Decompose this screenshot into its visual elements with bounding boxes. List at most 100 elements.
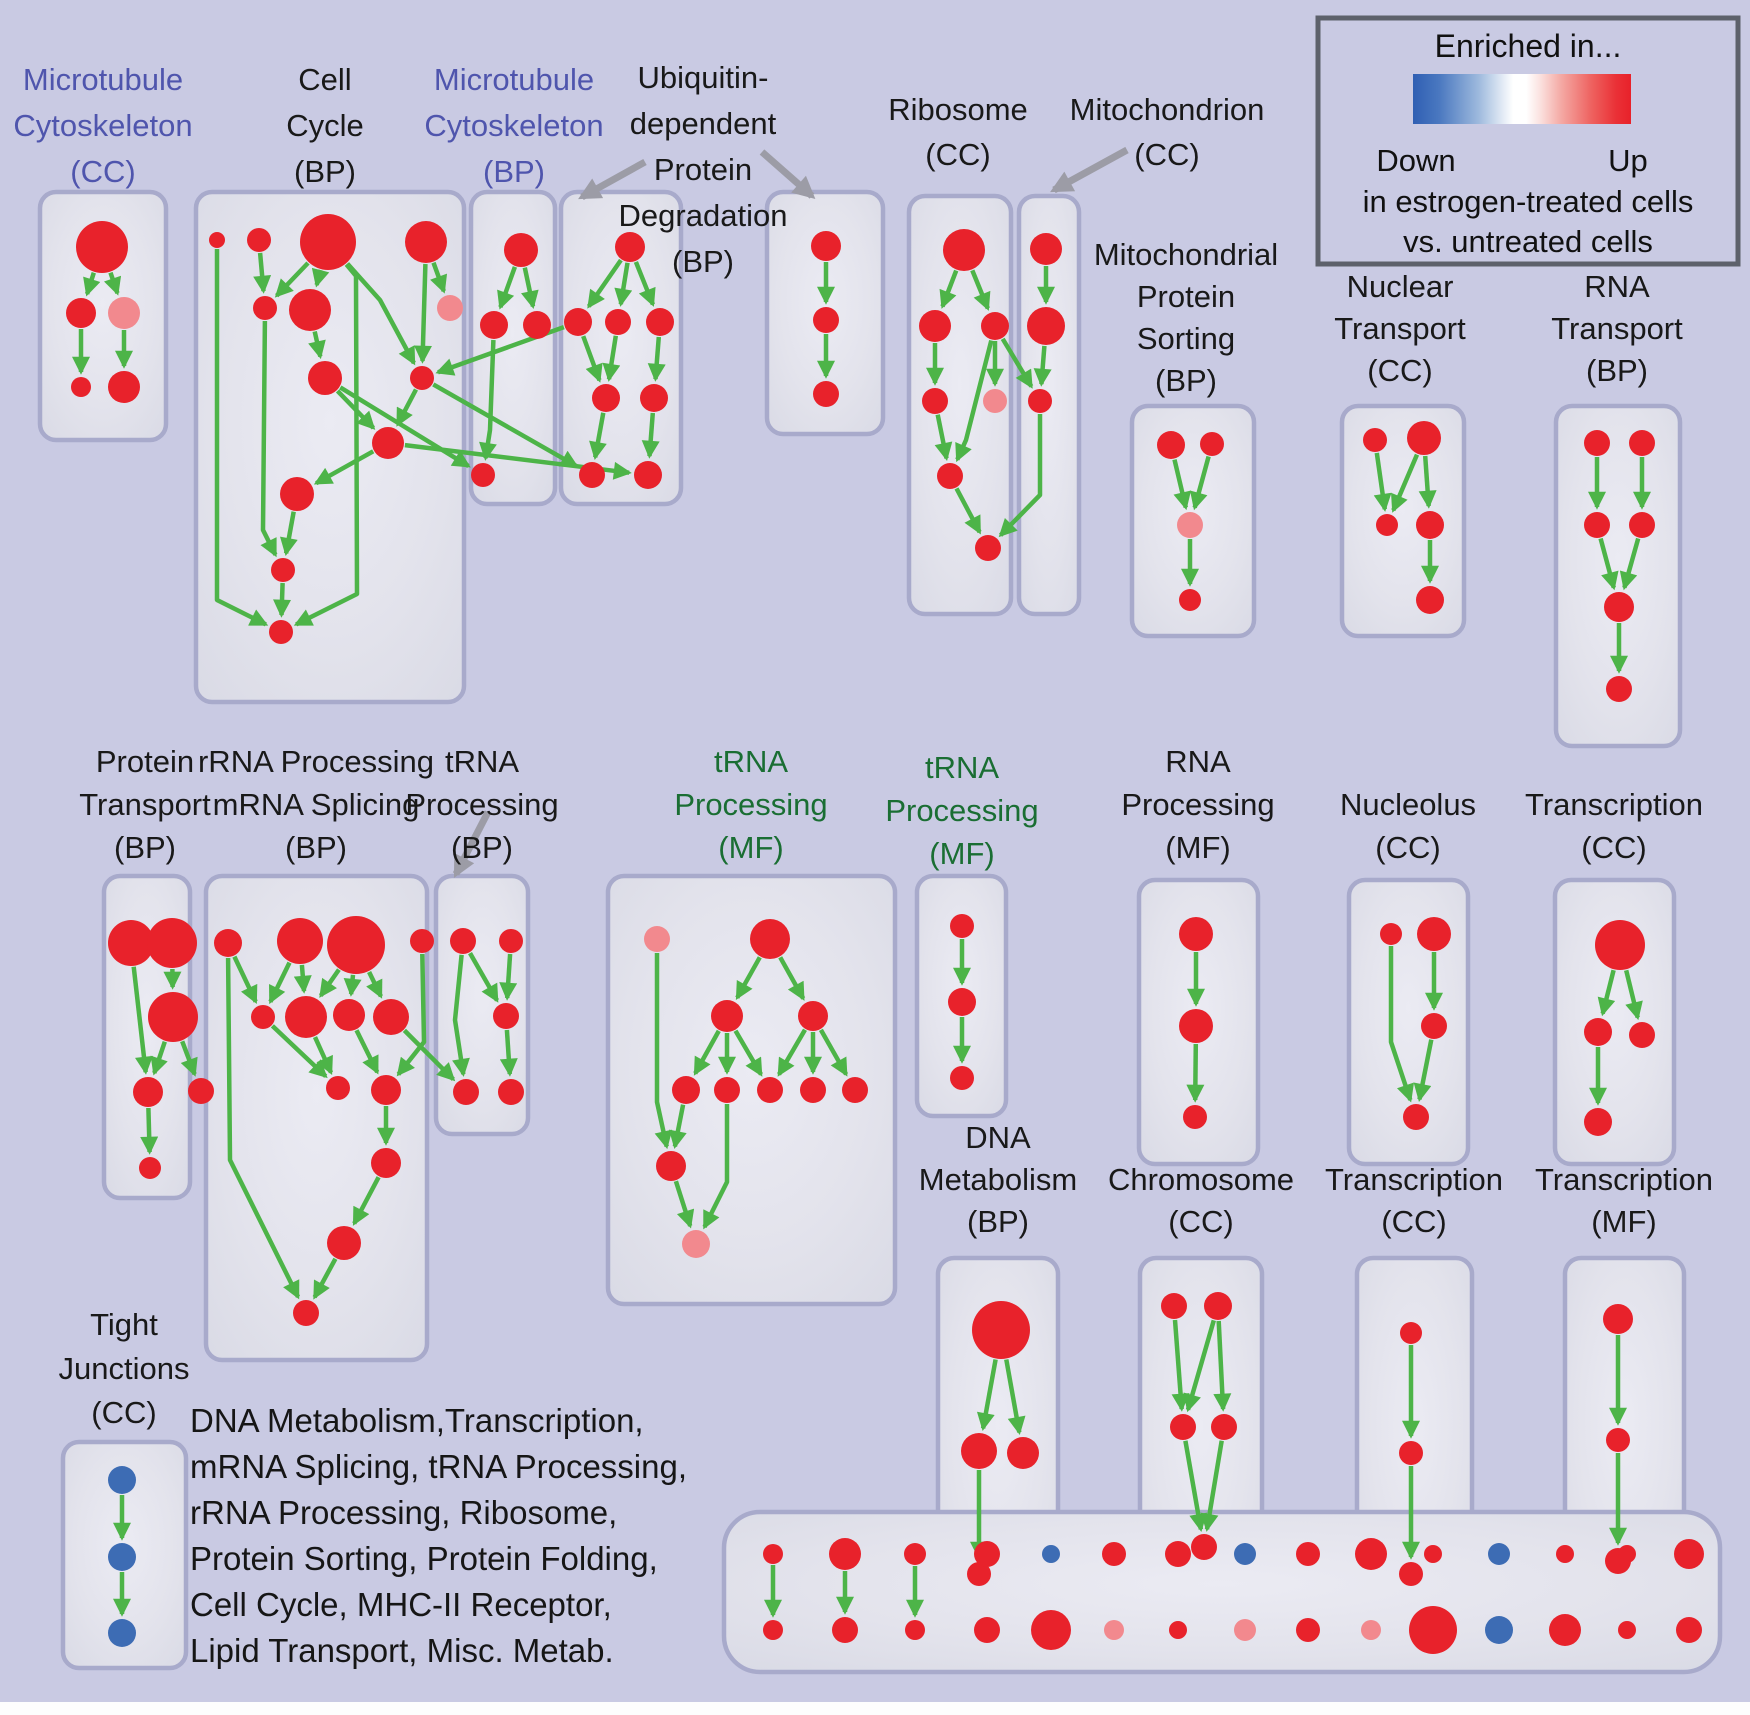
gene-node-ub5 (1031, 1610, 1071, 1650)
label-microtubule-cytoskeleton-cc: Microtubule Cytoskeleton (CC) (13, 62, 192, 189)
gene-node-d2 (961, 1433, 997, 1469)
gene-node-g3 (950, 1066, 974, 1090)
gene-nodes (66, 214, 1704, 1654)
gene-node-ut15 (1674, 1539, 1704, 1569)
gene-node-ut7 (1165, 1541, 1191, 1567)
label-rrna-processing-mrna-splicing-bp: rRNA Processing mRNA Splicing (BP) (198, 744, 434, 865)
edge-arrow-f10-f11 (673, 1180, 695, 1229)
gene-node-c6 (289, 289, 331, 331)
edge-arrow-rr2-rr5 (268, 961, 292, 1005)
gene-node-r5 (983, 389, 1007, 413)
annotation-arrow-1 (578, 158, 647, 201)
gene-node-tp5 (498, 1079, 524, 1105)
gene-node-d4 (967, 1562, 991, 1586)
gene-node-z1 (1603, 1304, 1633, 1334)
edge-arrow-m2-m3 (1033, 345, 1052, 387)
gene-node-ub11 (1409, 1606, 1457, 1654)
edge-arrow-f3-f7 (733, 1029, 763, 1077)
gene-node-rr6 (285, 996, 327, 1038)
gene-node-u5 (592, 384, 620, 412)
gene-node-mb1 (504, 233, 538, 267)
gene-node-f9 (842, 1077, 868, 1103)
annotation-arrow-2 (759, 149, 816, 199)
gene-node-c10 (372, 427, 404, 459)
edge-arrow-t3-t5 (1598, 537, 1619, 591)
gene-node-c8 (308, 361, 342, 395)
gene-node-q4 (1416, 511, 1444, 539)
gene-node-h3 (1183, 1105, 1207, 1129)
edge-arrow-e1-e3 (1171, 1319, 1190, 1412)
gene-node-c1 (209, 232, 225, 248)
legend-up-label: Up (1608, 143, 1648, 178)
gene-node-tp1 (450, 928, 476, 954)
edge-arrow-rr1-rr5 (232, 955, 258, 1005)
edge-arrow-u1-u3 (614, 262, 633, 307)
gene-node-c5 (253, 296, 277, 320)
gene-node-pt5 (139, 1157, 161, 1179)
gene-node-mb2 (480, 311, 508, 339)
gene-node-r6 (937, 463, 963, 489)
edge-arrow-d1-d3 (1004, 1359, 1026, 1435)
edge-arrow-tp1-tp4 (452, 954, 470, 1077)
edge-arrow-mb1-mb3 (521, 267, 539, 310)
gene-node-f6 (714, 1077, 740, 1103)
edge-arrow-a1-a3 (103, 271, 122, 296)
gene-node-f2 (750, 919, 790, 959)
gene-node-rr10 (371, 1075, 401, 1105)
edge-arrow-c12-c13 (273, 582, 292, 618)
edge-arrow-q2-q4 (1418, 455, 1437, 509)
gene-node-rr9 (326, 1076, 350, 1100)
gene-node-s4 (1584, 1108, 1612, 1136)
edge-arrow-c2-c5 (253, 252, 272, 294)
edge-arrow-rr11-rr12 (352, 1176, 381, 1226)
gene-node-e4 (1211, 1414, 1237, 1440)
label-ubiquitin-degradation-bp: Ubiquitin-dependent Protein Degradation (BP… (619, 60, 788, 279)
gene-node-u4 (646, 308, 674, 336)
edge-arrow-rr8-tp4 (402, 1028, 456, 1082)
edge-arrow-c8-mb4 (339, 385, 471, 469)
gene-node-q3 (1376, 514, 1398, 536)
edge-arrow-r4-r6 (934, 414, 953, 461)
gene-node-a5 (108, 371, 140, 403)
gene-node-ub2 (832, 1617, 858, 1643)
label-dna-metabolism-bp: DNA Metabolism (BP) (919, 1120, 1078, 1239)
gene-node-u1 (615, 232, 645, 262)
edge-arrow-rr3-rr7 (343, 974, 362, 997)
gene-node-s2 (1584, 1018, 1612, 1046)
gene-node-c3 (300, 214, 356, 270)
gene-node-ut6 (1102, 1542, 1126, 1566)
gene-node-z2 (1606, 1428, 1630, 1452)
gene-node-rr4 (410, 929, 434, 953)
gene-node-r3 (981, 312, 1009, 340)
misc-terms-text: DNA Metabolism,Transcription, mRNA Splici… (190, 1402, 687, 1669)
edge-arrow-rr7-rr10 (354, 1029, 380, 1075)
gene-node-ut9 (1296, 1542, 1320, 1566)
gene-node-ut8 (1234, 1543, 1256, 1565)
gene-node-u7 (579, 462, 605, 488)
box-nuclear-transport (1339, 403, 1467, 639)
gene-node-pt1 (108, 920, 154, 966)
gene-node-q1 (1363, 428, 1387, 452)
gene-node-c2 (247, 228, 271, 252)
gene-node-f1 (644, 926, 670, 952)
gene-node-k4 (1403, 1104, 1429, 1130)
gene-node-h2 (1179, 1009, 1213, 1043)
gene-node-k1 (1380, 923, 1402, 945)
edge-arrow-a1-a2 (83, 272, 101, 297)
gene-node-ub12 (1485, 1616, 1513, 1644)
label-rna-processing-mf: RNA Processing (MF) (1121, 744, 1274, 865)
gene-node-ub3 (905, 1620, 925, 1640)
gene-node-p4 (1179, 589, 1201, 611)
legend-subtitle-line2: vs. untreated cells (1403, 224, 1653, 259)
label-microtubule-cytoskeleton-bp: Microtubule Cytoskeleton (BP) (424, 62, 603, 189)
edge-arrow-u2-u5 (581, 335, 603, 383)
edge-arrow-c3-c6 (311, 267, 330, 288)
gene-node-v3 (813, 381, 839, 407)
gene-node-ub4 (974, 1617, 1000, 1643)
gene-node-pt2 (147, 918, 197, 968)
edge-arrow-c3-c5 (274, 261, 310, 298)
gene-node-r7 (975, 535, 1001, 561)
gene-node-u6 (640, 384, 668, 412)
